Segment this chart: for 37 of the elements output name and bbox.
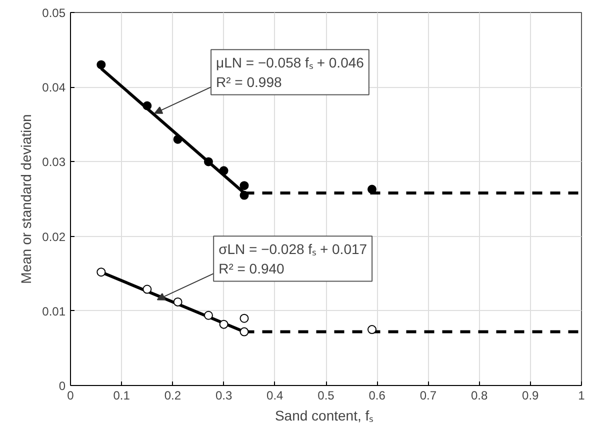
y-tick-label: 0.03 bbox=[42, 155, 66, 170]
point bbox=[367, 184, 376, 194]
annotation: μLN = −0.058 fₛ + 0.046 R² = 0.998 bbox=[216, 54, 364, 90]
y-axis-title: Mean or standard deviation bbox=[18, 114, 34, 284]
point bbox=[367, 325, 376, 334]
point bbox=[173, 297, 182, 306]
x-tick-label: 0.5 bbox=[318, 388, 335, 402]
y-tick-label: 0 bbox=[58, 379, 66, 393]
annotation: σLN = −0.028 fₛ + 0.017 R² = 0.940 bbox=[218, 241, 368, 276]
x-tick-label: 0.2 bbox=[164, 388, 182, 402]
y-tick-label: 0.04 bbox=[42, 80, 66, 95]
point bbox=[96, 60, 106, 70]
point bbox=[204, 157, 213, 166]
point bbox=[96, 268, 106, 277]
point bbox=[240, 327, 249, 336]
x-tick-label: 0.8 bbox=[470, 388, 488, 402]
x-tick-label: 1 bbox=[578, 388, 586, 402]
x-tick-label: 0.4 bbox=[266, 388, 284, 402]
x-tick-label: 0.6 bbox=[368, 388, 386, 402]
point bbox=[240, 314, 249, 323]
point bbox=[142, 284, 152, 294]
x-tick-label: 0.7 bbox=[420, 388, 437, 402]
x-axis-title: Sand content, fₛ bbox=[274, 408, 374, 424]
x-tick-label: 0 bbox=[67, 388, 74, 402]
y-tick-label: 0.02 bbox=[42, 230, 66, 244]
point bbox=[219, 320, 228, 329]
y-tick-label: 0.01 bbox=[42, 304, 66, 318]
x-tick-label: 0.9 bbox=[522, 388, 540, 402]
point bbox=[204, 310, 213, 320]
point bbox=[240, 190, 249, 200]
point bbox=[173, 134, 182, 144]
x-tick-label: 0.1 bbox=[113, 388, 130, 402]
point bbox=[219, 166, 228, 176]
x-tick-label: 0.3 bbox=[215, 388, 232, 402]
point bbox=[240, 181, 249, 190]
point bbox=[142, 101, 152, 110]
y-tick-label: 0.05 bbox=[42, 6, 66, 20]
